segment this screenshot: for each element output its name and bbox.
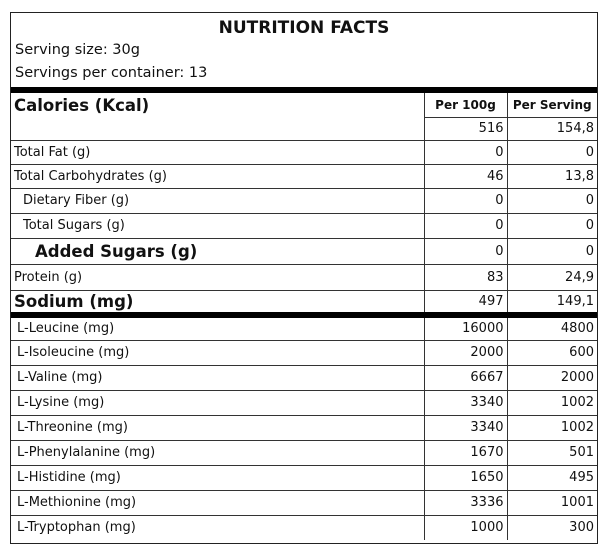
calories-label: Calories (Kcal) [11,93,425,141]
table-row: Added Sugars (g) 0 0 [11,237,597,265]
row-label: Protein (g) [11,263,425,291]
column-header: Per Serving [506,93,597,118]
row-label: Total Sugars (g) [11,212,425,239]
column-header: Per 100g [423,93,508,118]
row-label: L-Leucine (mg) [11,314,425,341]
value-cell: 46 [423,163,508,189]
row-label: Added Sugars (g) [11,237,425,265]
value-cell: 1650 [423,464,508,491]
row-label: L-Histidine (mg) [11,464,425,491]
value-cell: 0 [506,212,597,239]
table-row: L-Threonine (mg) 3340 1002 [11,414,597,441]
value-cell: 0 [423,139,508,165]
title: NUTRITION FACTS [218,18,390,38]
row-label: Total Fat (g) [11,139,425,165]
value-cell: 154,8 [506,116,597,141]
value-cell: 0 [506,139,597,165]
table-row: Sodium (mg) 497 149,1 [11,289,597,318]
value-cell: 300 [506,514,597,540]
row-label: L-Isoleucine (mg) [11,339,425,366]
table-row: Total Fat (g) 0 0 [11,139,597,165]
value-cell: 0 [423,187,508,214]
value-cell: 0 [506,237,597,265]
value-cell: 1002 [506,389,597,416]
table-row: L-Histidine (mg) 1650 495 [11,464,597,491]
row-label: L-Valine (mg) [11,364,425,391]
servings-per-container: Servings per container: 13 [15,65,208,81]
value-cell: 24,9 [506,263,597,291]
value-cell: 516 [424,116,508,141]
value-cell: 1000 [423,514,508,540]
value-cell: 149,1 [506,289,597,318]
value-cell: 0 [506,187,597,214]
value-cell: 83 [423,263,508,291]
row-label: L-Methionine (mg) [11,489,425,516]
value-cell: 3340 [423,414,508,441]
table-row: Protein (g) 83 24,9 [11,263,597,291]
value-cell: 16000 [423,314,508,341]
value-cell: 2000 [506,364,597,391]
row-label: Sodium (mg) [11,289,425,318]
table-row: L-Leucine (mg) 16000 4800 [11,314,597,341]
value-cell: 1670 [423,439,508,466]
value-cell: 501 [506,439,597,466]
row-label: L-Tryptophan (mg) [11,514,425,540]
value-cell: 495 [506,464,597,491]
calories-row: 516 154,8 [11,116,597,141]
row-label: Total Carbohydrates (g) [11,163,425,189]
table-row: L-Phenylalanine (mg) 1670 501 [11,439,597,466]
nutrition-table: Calories (Kcal) Per 100g Per Serving 516… [11,93,597,540]
row-label: Dietary Fiber (g) [11,187,425,214]
row-label: L-Threonine (mg) [11,414,425,441]
divider [11,87,597,93]
table-row: Total Carbohydrates (g) 46 13,8 [11,163,597,189]
table-row: Total Sugars (g) 0 0 [11,212,597,239]
row-label: L-Phenylalanine (mg) [11,439,425,466]
value-cell: 13,8 [506,163,597,189]
value-cell: 0 [423,237,508,265]
value-cell: 3336 [423,489,508,516]
value-cell: 600 [506,339,597,366]
nutrition-label: NUTRITION FACTS Serving size: 30g Servin… [10,12,598,544]
value-cell: 3340 [423,389,508,416]
value-cell: 1002 [506,414,597,441]
table-row: L-Lysine (mg) 3340 1002 [11,389,597,416]
table-row: Dietary Fiber (g) 0 0 [11,187,597,214]
table-row: L-Tryptophan (mg) 1000 300 [11,514,597,540]
value-cell: 1001 [506,489,597,516]
row-label: L-Lysine (mg) [11,389,425,416]
table-row: L-Isoleucine (mg) 2000 600 [11,339,597,366]
table-row: L-Methionine (mg) 3336 1001 [11,489,597,516]
table-body: Calories (Kcal) Per 100g Per Serving 516… [11,93,597,540]
table-row: L-Valine (mg) 6667 2000 [11,364,597,391]
value-cell: 497 [423,289,508,318]
value-cell: 0 [423,212,508,239]
value-cell: 6667 [423,364,508,391]
value-cell: 2000 [423,339,508,366]
header-row: Calories (Kcal) Per 100g Per Serving [11,93,597,141]
serving-size: Serving size: 30g [15,42,140,58]
value-cell: 4800 [506,314,597,341]
